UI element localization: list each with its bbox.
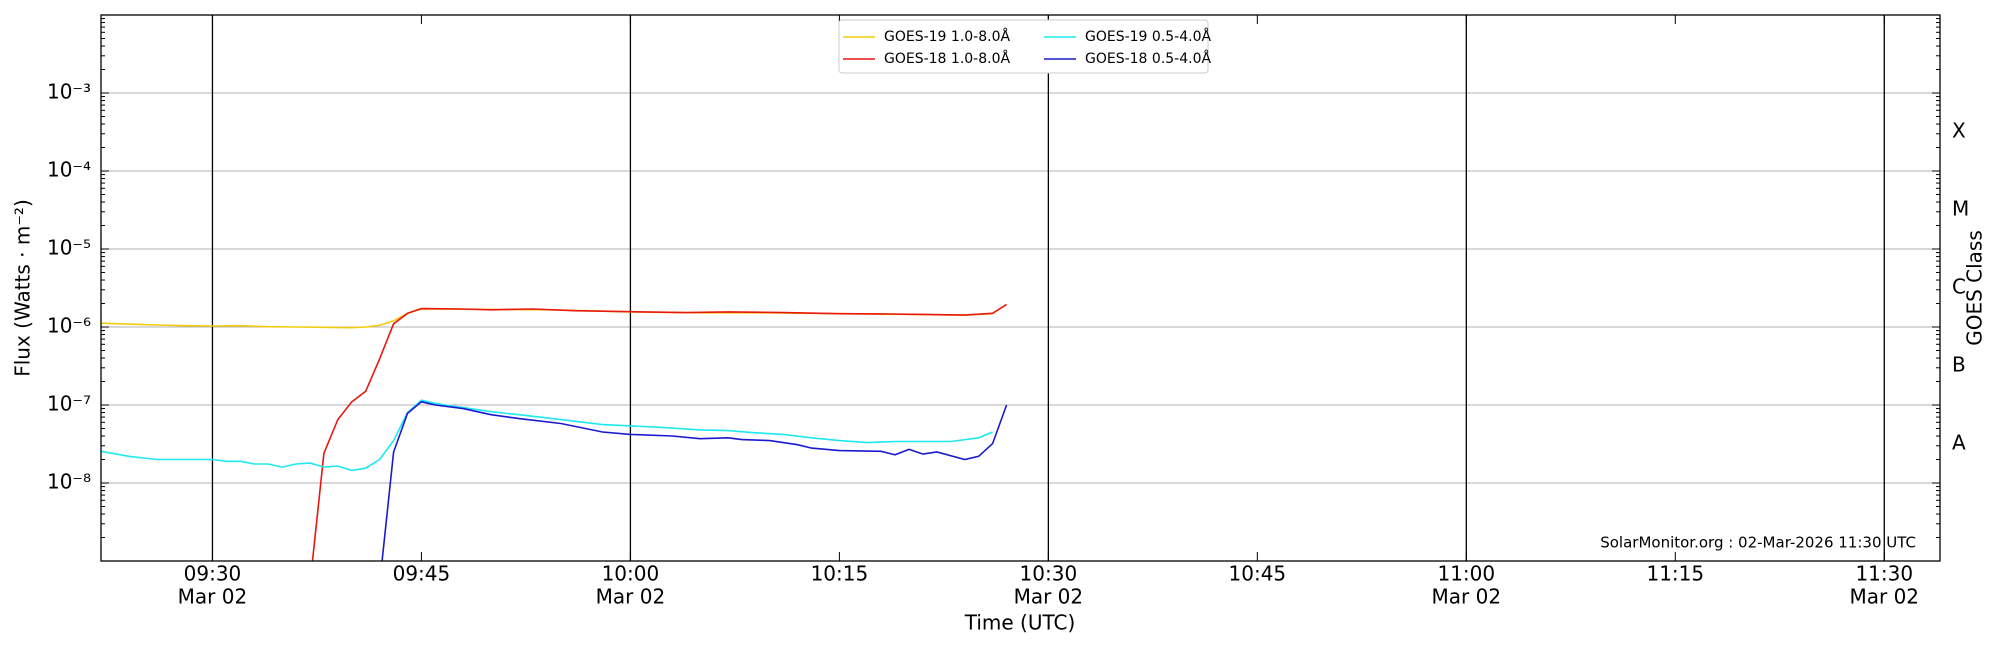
x-tick-label: 11:00: [1437, 562, 1495, 586]
plot-frame: [100, 14, 1941, 562]
series-line: [101, 308, 993, 329]
y2-axis-label: GOES Class: [1963, 230, 1987, 346]
x-tick-date: Mar 02: [1432, 585, 1502, 609]
legend-box: [838, 19, 1209, 74]
x-tick-label: 11:30: [1855, 562, 1913, 586]
y-tick-label: 10⁻³: [47, 80, 91, 104]
class-label: A: [1952, 431, 1966, 455]
x-tick-date: Mar 02: [1849, 585, 1919, 609]
x-tick-date: Mar 02: [1014, 585, 1084, 609]
y-tick-label: 10⁻⁵: [47, 236, 91, 260]
y-tick-label: 10⁻⁸: [47, 470, 91, 494]
x-axis-label: Time (UTC): [964, 611, 1076, 635]
x-tick-label: 09:45: [393, 562, 451, 586]
class-label: M: [1952, 197, 1969, 221]
x-tick-label: 10:00: [602, 562, 660, 586]
y-tick-label: 10⁻⁷: [47, 392, 91, 416]
series-line: [311, 303, 1008, 561]
legend-label: GOES-19 0.5-4.0Å: [1085, 28, 1211, 45]
class-label: X: [1952, 119, 1966, 143]
y-tick-label: 10⁻⁴: [47, 158, 91, 182]
class-label: C: [1952, 275, 1966, 299]
x-tick-date: Mar 02: [596, 585, 666, 609]
legend-label: GOES-19 1.0-8.0Å: [884, 28, 1010, 45]
series-line: [101, 399, 993, 472]
y-tick-label: 10⁻⁶: [47, 314, 91, 338]
legend-label: GOES-18 0.5-4.0Å: [1085, 50, 1211, 67]
x-tick-label: 11:15: [1646, 562, 1704, 586]
series-line: [381, 400, 1008, 561]
x-tick-label: 09:30: [184, 562, 242, 586]
plot-lines: [101, 303, 1008, 561]
x-tick-label: 10:45: [1229, 562, 1287, 586]
legend-label: GOES-18 1.0-8.0Å: [884, 50, 1010, 67]
x-tick-date: Mar 02: [178, 585, 248, 609]
annotation: SolarMonitor.org : 02-Mar-2026 11:30 UTC: [1600, 534, 1916, 552]
x-tick-label: 10:30: [1020, 562, 1078, 586]
y-axis-label: Flux (Watts · m⁻²): [11, 199, 35, 377]
x-tick-label: 10:15: [811, 562, 869, 586]
class-label: B: [1952, 353, 1966, 377]
